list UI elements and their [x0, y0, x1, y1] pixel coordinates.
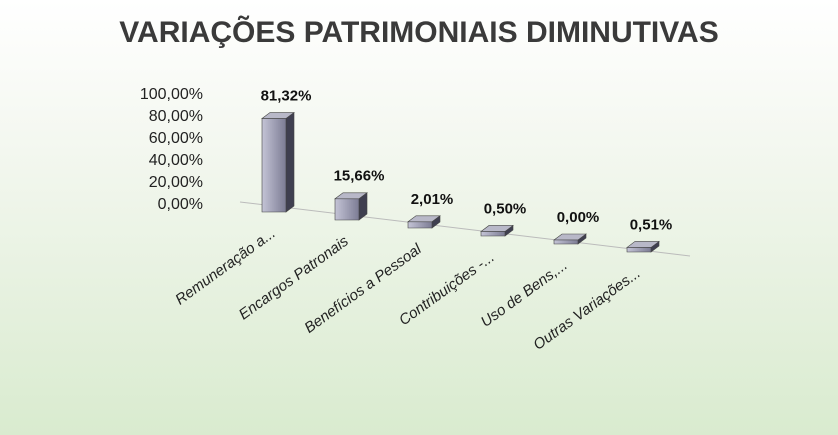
floor-line — [239, 201, 691, 257]
bar — [334, 192, 368, 221]
data-label: 0,50% — [484, 200, 527, 217]
y-tick-label: 100,00% — [140, 86, 203, 103]
data-label: 81,32% — [261, 88, 312, 105]
bar — [480, 224, 514, 237]
bar-front — [261, 118, 287, 213]
bar-front — [407, 221, 433, 229]
bar-front — [480, 231, 506, 237]
y-tick-label: 40,00% — [149, 152, 203, 169]
data-label: 0,51% — [630, 216, 673, 233]
data-label: 2,01% — [411, 191, 454, 208]
bar — [407, 215, 441, 229]
data-label: 0,00% — [557, 209, 600, 226]
bar — [261, 111, 295, 213]
bar — [626, 240, 660, 253]
bar-front — [626, 247, 652, 253]
y-tick-label: 60,00% — [149, 130, 203, 147]
bar — [553, 233, 587, 245]
bar-front — [553, 239, 579, 245]
bar-front — [334, 198, 360, 221]
y-tick-label: 0,00% — [158, 196, 203, 213]
data-label: 15,66% — [334, 168, 385, 185]
y-tick-label: 80,00% — [149, 108, 203, 125]
chart-title: VARIAÇÕES PATRIMONIAIS DIMINUTIVAS — [119, 15, 718, 49]
bar-side — [285, 111, 295, 213]
y-tick-label: 20,00% — [149, 174, 203, 191]
